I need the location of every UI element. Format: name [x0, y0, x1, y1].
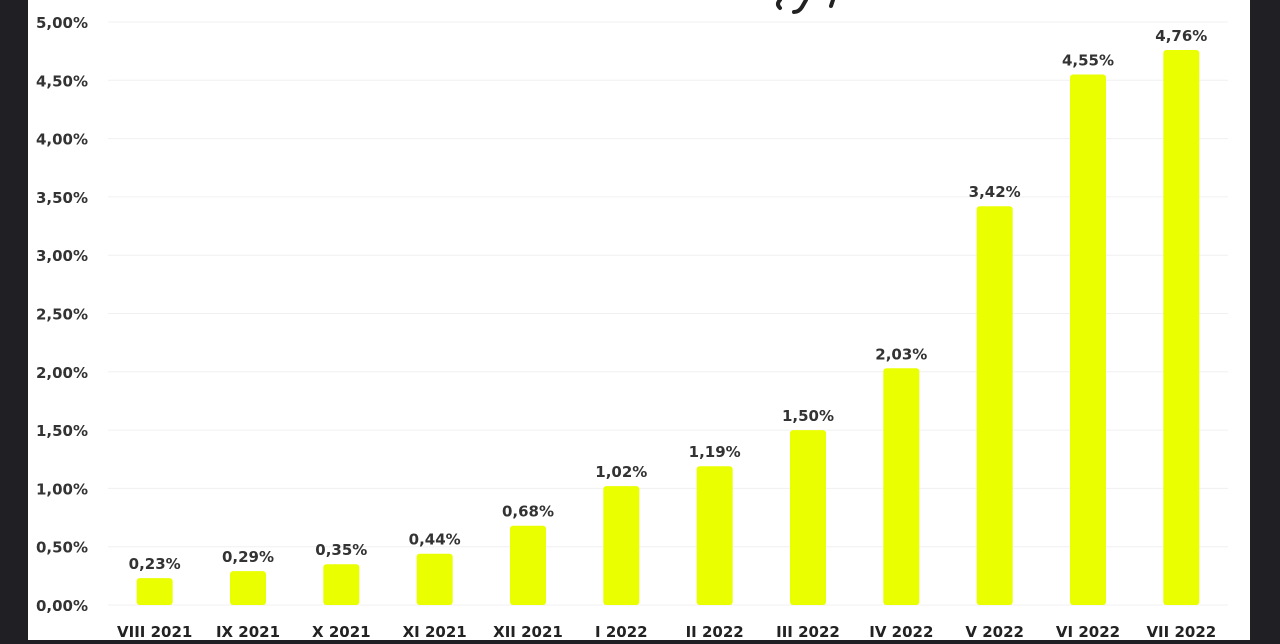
bar-value-label: 4,55% [1062, 51, 1114, 69]
bar-value-label: 0,44% [409, 531, 461, 549]
x-axis-tick-labels: VIII 2021 IX 2021 X 2021 XI 2021 XII 2021 I 2… [117, 623, 1216, 641]
bar-value-label: 2,03% [875, 345, 927, 363]
y-tick-label: 1,00% [36, 480, 88, 498]
x-tick-label: IV 2022 [869, 623, 933, 640]
bar [1163, 49, 1200, 605]
bar [883, 368, 920, 605]
x-tick-label: VI 2022 [1056, 623, 1120, 640]
x-tick-label: IX 2021 [216, 623, 280, 640]
bar-value-label: 1,02% [595, 463, 647, 481]
bars [136, 49, 1200, 606]
x-tick-label: VII 2022 [1146, 623, 1216, 640]
bar [603, 486, 640, 605]
y-tick-label: 2,50% [36, 306, 88, 324]
chart-panel: 0,00% 0,50% 1,00% 1,50% 2,00% 2,50% 3,00% 3,50%… [28, 0, 1250, 641]
y-tick-label: 5,00% [36, 14, 88, 32]
y-tick-label: 0,50% [36, 539, 88, 557]
x-tick-label: V 2022 [965, 623, 1024, 640]
bar-chart: 0,00% 0,50% 1,00% 1,50% 2,00% 2,50% 3,00% 3,50%… [36, 0, 1228, 641]
bar [790, 430, 826, 605]
bar [510, 525, 546, 605]
bar-value-label: 0,35% [315, 541, 367, 559]
y-tick-label: 3,50% [36, 189, 88, 207]
x-tick-label: X 2021 [312, 623, 371, 640]
bar-value-label: 0,23% [129, 555, 181, 573]
y-tick-label: 4,50% [36, 72, 88, 90]
bar [976, 206, 1013, 605]
bar-value-label: 1,50% [782, 407, 834, 425]
cropped-title-fragment [776, 0, 835, 14]
bar-value-label: 0,68% [502, 503, 554, 521]
gridlines [108, 21, 1228, 606]
bar-value-label: 4,76% [1155, 27, 1207, 45]
bar-value-labels: 0,23% 0,29% 0,35% 0,44% 0,68% 1,02% 1,19% 1,50%… [129, 27, 1208, 573]
y-tick-label: 0,00% [36, 597, 88, 615]
bar [416, 553, 453, 605]
bar [1070, 74, 1106, 606]
y-tick-label: 2,00% [36, 364, 88, 382]
x-tick-label: XII 2021 [493, 623, 563, 640]
bar-value-label: 0,29% [222, 548, 274, 566]
x-tick-label: I 2022 [595, 623, 648, 640]
x-tick-label: III 2022 [776, 623, 840, 640]
bar-value-label: 1,19% [689, 443, 741, 461]
bar [230, 571, 266, 605]
y-tick-label: 1,50% [36, 422, 88, 440]
x-tick-label: VIII 2021 [117, 623, 192, 640]
y-axis-tick-labels: 0,00% 0,50% 1,00% 1,50% 2,00% 2,50% 3,00% 3,50%… [36, 14, 88, 615]
x-tick-label: XI 2021 [403, 623, 467, 640]
x-tick-label: II 2022 [686, 623, 744, 640]
bar [136, 578, 173, 605]
y-tick-label: 3,00% [36, 247, 88, 265]
bar [323, 564, 360, 605]
y-tick-label: 4,00% [36, 131, 88, 149]
bar [696, 466, 733, 605]
bar-value-label: 3,42% [969, 183, 1021, 201]
